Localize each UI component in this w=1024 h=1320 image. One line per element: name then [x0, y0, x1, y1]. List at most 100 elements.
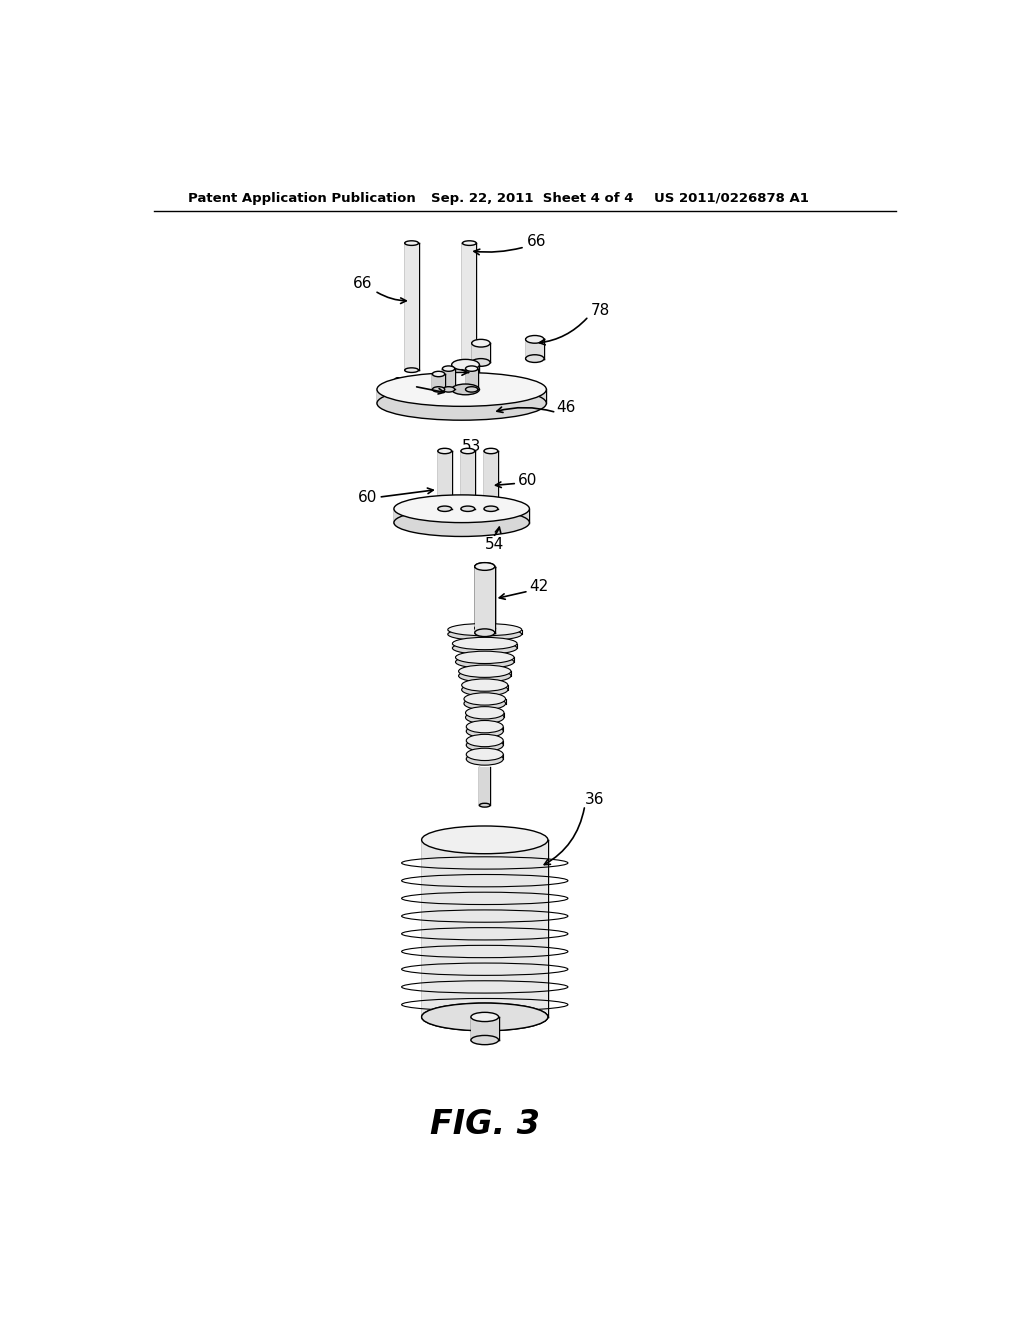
- Ellipse shape: [525, 355, 544, 363]
- Text: 53: 53: [462, 438, 481, 454]
- Ellipse shape: [471, 1035, 499, 1044]
- Polygon shape: [475, 566, 495, 628]
- Ellipse shape: [484, 449, 498, 454]
- Polygon shape: [394, 508, 529, 523]
- Text: 66: 66: [526, 234, 546, 249]
- Ellipse shape: [466, 734, 503, 747]
- Ellipse shape: [432, 371, 444, 376]
- Text: 42: 42: [529, 579, 548, 594]
- Ellipse shape: [466, 739, 503, 751]
- Polygon shape: [459, 671, 511, 676]
- Text: Patent Application Publication: Patent Application Publication: [188, 191, 416, 205]
- Polygon shape: [525, 339, 544, 359]
- Polygon shape: [464, 700, 506, 704]
- Ellipse shape: [432, 387, 444, 392]
- Ellipse shape: [462, 684, 508, 696]
- Text: 60: 60: [358, 490, 378, 504]
- Text: 60: 60: [518, 473, 538, 488]
- Polygon shape: [466, 368, 478, 389]
- Ellipse shape: [464, 697, 506, 710]
- Polygon shape: [463, 243, 476, 370]
- Ellipse shape: [442, 366, 455, 371]
- Ellipse shape: [466, 706, 504, 719]
- Ellipse shape: [442, 387, 455, 392]
- Polygon shape: [422, 840, 548, 1016]
- Ellipse shape: [438, 506, 452, 511]
- Ellipse shape: [466, 721, 503, 733]
- Ellipse shape: [463, 368, 476, 372]
- Ellipse shape: [422, 826, 548, 854]
- Ellipse shape: [452, 359, 479, 370]
- Ellipse shape: [479, 804, 490, 807]
- Text: 62: 62: [456, 359, 475, 374]
- Ellipse shape: [463, 240, 476, 246]
- Ellipse shape: [447, 623, 521, 636]
- Ellipse shape: [466, 748, 503, 760]
- Polygon shape: [453, 644, 517, 648]
- Text: 46: 46: [557, 400, 577, 414]
- Ellipse shape: [422, 1003, 548, 1031]
- Ellipse shape: [452, 384, 479, 395]
- Polygon shape: [377, 389, 547, 404]
- Ellipse shape: [377, 387, 547, 420]
- Ellipse shape: [453, 638, 517, 649]
- Ellipse shape: [461, 449, 475, 454]
- Ellipse shape: [466, 725, 503, 738]
- Ellipse shape: [447, 628, 521, 640]
- Polygon shape: [472, 343, 490, 363]
- Polygon shape: [475, 566, 495, 632]
- Polygon shape: [466, 755, 503, 759]
- Polygon shape: [461, 451, 475, 508]
- Ellipse shape: [404, 240, 419, 246]
- Ellipse shape: [456, 656, 514, 668]
- Polygon shape: [462, 685, 508, 689]
- Ellipse shape: [394, 495, 529, 523]
- Ellipse shape: [466, 711, 504, 723]
- Text: US 2011/0226878 A1: US 2011/0226878 A1: [654, 191, 809, 205]
- Ellipse shape: [466, 387, 478, 392]
- Polygon shape: [471, 1016, 499, 1040]
- Ellipse shape: [472, 339, 490, 347]
- Ellipse shape: [422, 1003, 548, 1031]
- Text: 66: 66: [353, 276, 373, 290]
- Text: 36: 36: [585, 792, 604, 807]
- Polygon shape: [432, 374, 444, 389]
- Text: 78: 78: [591, 302, 610, 318]
- Ellipse shape: [459, 669, 511, 682]
- Ellipse shape: [404, 368, 419, 372]
- Polygon shape: [466, 713, 504, 718]
- Ellipse shape: [453, 508, 471, 516]
- Ellipse shape: [394, 508, 529, 536]
- Ellipse shape: [459, 665, 511, 677]
- Polygon shape: [447, 630, 521, 635]
- Text: Sep. 22, 2011  Sheet 4 of 4: Sep. 22, 2011 Sheet 4 of 4: [431, 191, 634, 205]
- Ellipse shape: [475, 562, 495, 570]
- Ellipse shape: [466, 366, 478, 371]
- Ellipse shape: [456, 651, 514, 664]
- Polygon shape: [452, 364, 479, 389]
- Ellipse shape: [475, 624, 495, 632]
- Text: 62: 62: [392, 378, 412, 392]
- Polygon shape: [442, 368, 455, 389]
- Ellipse shape: [525, 335, 544, 343]
- Text: 54: 54: [484, 537, 504, 553]
- Ellipse shape: [475, 628, 495, 636]
- Ellipse shape: [484, 506, 498, 511]
- Ellipse shape: [472, 359, 490, 367]
- Polygon shape: [484, 451, 498, 508]
- Ellipse shape: [453, 642, 517, 655]
- Ellipse shape: [462, 678, 508, 692]
- Ellipse shape: [471, 1012, 499, 1022]
- Ellipse shape: [438, 449, 452, 454]
- Polygon shape: [479, 767, 490, 805]
- Polygon shape: [466, 741, 503, 744]
- Ellipse shape: [461, 506, 475, 511]
- Polygon shape: [404, 243, 419, 370]
- Text: FIG. 3: FIG. 3: [430, 1109, 540, 1142]
- Ellipse shape: [475, 562, 495, 570]
- Ellipse shape: [464, 693, 506, 705]
- Polygon shape: [456, 657, 514, 663]
- Polygon shape: [466, 726, 503, 731]
- Ellipse shape: [377, 372, 547, 407]
- Ellipse shape: [466, 752, 503, 766]
